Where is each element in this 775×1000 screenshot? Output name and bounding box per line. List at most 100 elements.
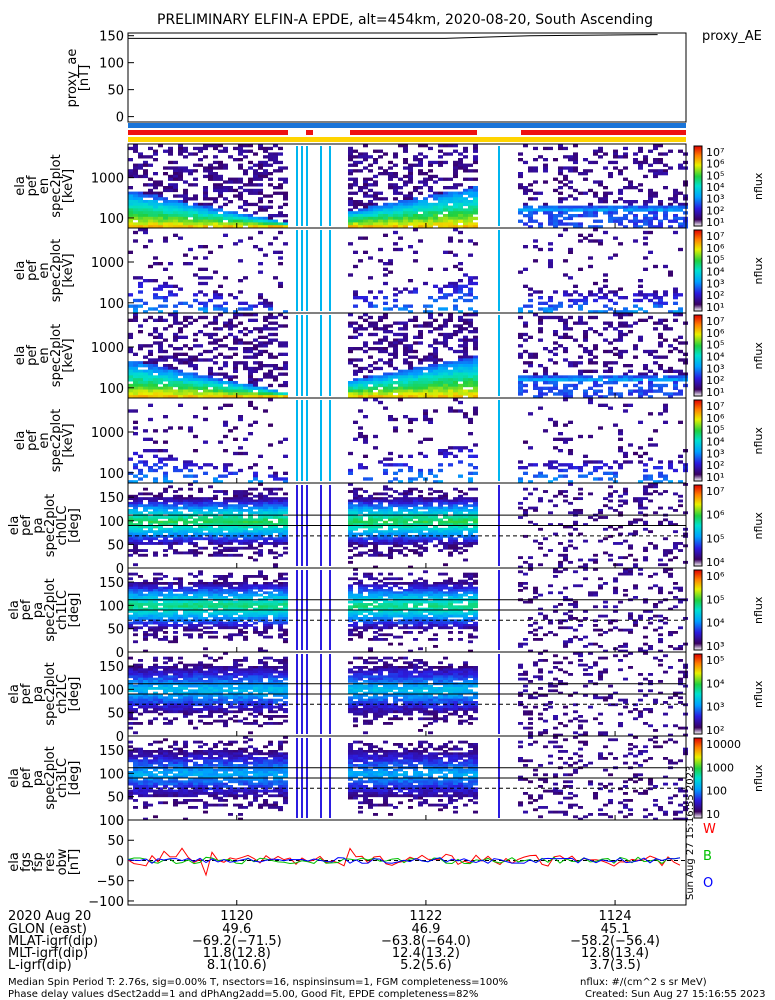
spectrogram-cell: [233, 437, 238, 441]
spectrogram-cell: [133, 369, 138, 373]
spectrogram-cell: [388, 222, 393, 226]
spectrogram-cell: [173, 549, 178, 552]
spectrogram-cell: [673, 381, 678, 385]
spectrogram-cell: [243, 499, 248, 503]
spectrogram-cell: [533, 539, 538, 543]
spectrogram-cell: [133, 420, 138, 424]
spectrogram-cell: [413, 504, 418, 508]
spectrogram-cell: [208, 395, 213, 399]
spectrogram-cell: [233, 471, 238, 475]
spectrogram-cell: [423, 518, 428, 522]
spectrogram-cell: [258, 222, 263, 226]
spectrogram-cell: [163, 214, 168, 218]
spectrogram-cell: [418, 501, 423, 505]
spectrogram-cell: [223, 463, 228, 467]
spectrogram-cell: [613, 423, 618, 427]
colorbar-tick-label: 10²: [706, 374, 724, 387]
spectrogram-cell: [258, 525, 263, 529]
spectrogram-cell: [158, 191, 163, 195]
spectrogram-cell: [418, 534, 423, 538]
spectrogram-cell: [183, 537, 188, 541]
spectrogram-cell: [388, 341, 393, 345]
spectrogram-cell: [428, 499, 433, 503]
spectrogram-cell: [248, 144, 253, 148]
spectrogram-cell: [193, 534, 198, 538]
spectrogram-cell: [158, 304, 163, 308]
spectrogram-cell: [383, 497, 388, 501]
spectrogram-cell: [558, 208, 563, 212]
spectrogram-cell: [393, 219, 398, 223]
spectrogram-cell: [253, 527, 258, 531]
spectrogram-cell: [133, 200, 138, 204]
spectrogram-cell: [433, 506, 438, 510]
spectrogram-cell: [238, 532, 243, 536]
spectrogram-cell: [438, 202, 443, 207]
spectrogram-cell: [268, 474, 273, 478]
spectrogram-cell: [413, 318, 418, 322]
spectrogram-cell: [363, 225, 368, 229]
spectrogram-cell: [443, 177, 448, 181]
spectrogram-cell: [623, 409, 628, 413]
spectrogram-cell: [378, 166, 383, 170]
colorbar-tick-label: 10¹: [706, 386, 724, 399]
spectrogram-cell: [433, 369, 438, 373]
spectrogram-cell: [183, 216, 188, 221]
spectrogram-cell: [183, 523, 188, 526]
spectrogram-cell: [233, 177, 238, 181]
spectrogram-cell: [448, 406, 453, 410]
spectrogram-cell: [163, 188, 168, 193]
spectrogram-cell: [428, 504, 433, 508]
spectrogram-cell: [363, 211, 368, 215]
spectrogram-cell: [518, 565, 523, 569]
spectrogram-cell: [203, 497, 208, 501]
spectrogram-cell: [363, 520, 368, 524]
spectrogram-cell: [653, 160, 658, 165]
spectrogram-cell: [263, 225, 268, 229]
spectrogram-cell: [243, 327, 248, 331]
spectrogram-cell: [373, 434, 378, 439]
spectrogram-cell: [463, 155, 468, 159]
spectrogram-cell: [643, 477, 648, 481]
spectrogram-cell: [208, 177, 213, 181]
spectrogram-cell: [473, 383, 478, 388]
spectrogram-cell: [133, 169, 138, 173]
spectrogram-cell: [403, 304, 408, 308]
spectrogram-cell: [438, 216, 443, 221]
spectrogram-cell: [618, 432, 623, 436]
spectrogram-cell: [143, 389, 148, 393]
spectrogram-cell: [158, 222, 163, 226]
spectrogram-cell: [173, 194, 178, 198]
spectrogram-cell: [373, 499, 378, 503]
spectrogram-cell: [573, 364, 578, 368]
spectrogram-cell: [563, 174, 568, 179]
spectrogram-cell: [148, 520, 153, 524]
spectrogram-cell: [253, 494, 258, 498]
spectrogram-cell: [363, 205, 368, 209]
spectrogram-cell: [213, 508, 218, 512]
spectrogram-cell: [348, 200, 353, 204]
spectrogram-cell: [153, 172, 158, 176]
spectrogram-cell: [643, 392, 648, 396]
spectrogram-cell: [618, 352, 623, 356]
spectrogram-cell: [563, 208, 568, 212]
spectrogram-cell: [468, 511, 473, 515]
spectrogram-cell: [568, 364, 573, 368]
spectrogram-cell: [463, 347, 468, 351]
spectrogram-cell: [193, 504, 198, 508]
spectrogram-panels: 1000100elapefenspec2plot[keV]10⁷10⁶10⁵10…: [7, 143, 765, 829]
spectrogram-cell: [523, 188, 528, 193]
spectrogram-cell: [618, 310, 623, 314]
spectrogram-cell: [523, 284, 528, 288]
spectrogram-cell: [573, 188, 578, 193]
spectrogram-cell: [393, 222, 398, 226]
spectrogram-cell: [623, 383, 628, 388]
spectrogram-cell: [638, 395, 643, 399]
spectrogram-cell: [263, 487, 268, 491]
spectrogram-cell: [623, 403, 628, 407]
spectrogram-cell: [518, 355, 523, 359]
spectrogram-cell: [383, 301, 388, 305]
spectrogram-cell: [413, 163, 418, 167]
spectrogram-cell: [638, 208, 643, 212]
spectrogram-cell: [203, 386, 208, 390]
spectrogram-cell: [263, 518, 268, 522]
